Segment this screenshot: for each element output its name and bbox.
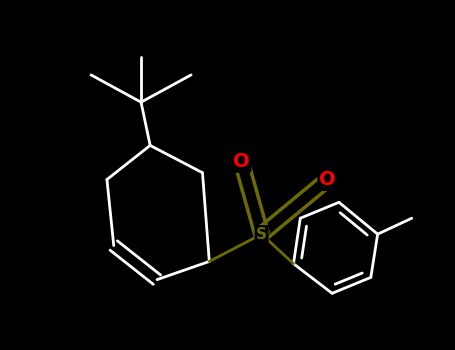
- Text: O: O: [233, 152, 249, 171]
- Text: O: O: [319, 170, 336, 189]
- Text: S: S: [256, 227, 267, 242]
